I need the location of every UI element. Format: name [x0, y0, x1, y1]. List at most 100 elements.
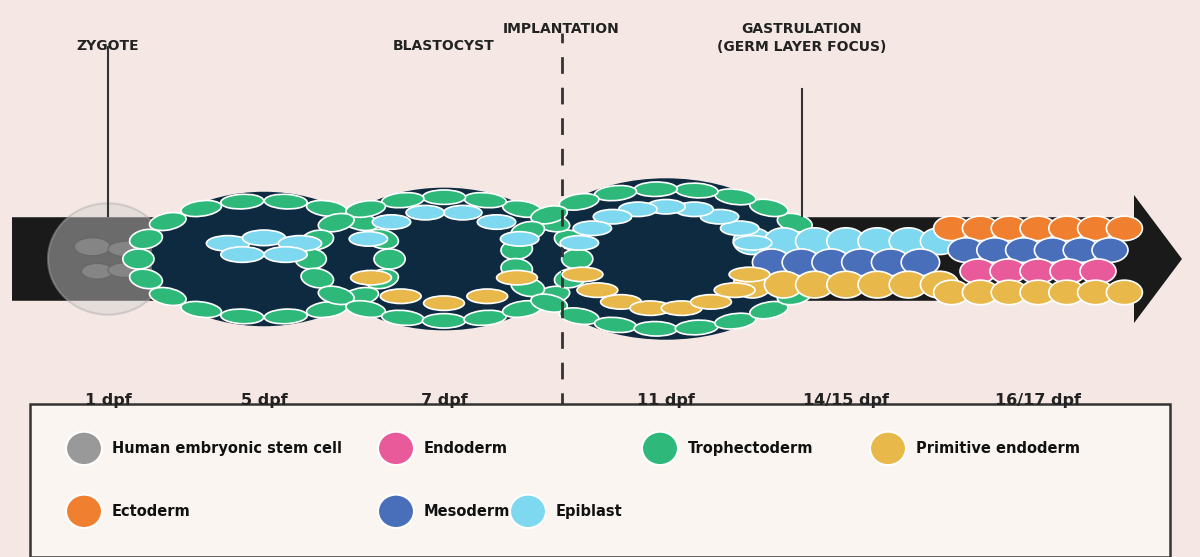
Ellipse shape — [715, 189, 756, 205]
Ellipse shape — [1106, 216, 1142, 241]
Ellipse shape — [562, 249, 593, 269]
Ellipse shape — [676, 320, 718, 335]
Ellipse shape — [82, 263, 113, 279]
Ellipse shape — [1049, 280, 1085, 305]
Text: Epiblast: Epiblast — [556, 504, 623, 519]
Text: GASTRULATION
(GERM LAYER FOCUS): GASTRULATION (GERM LAYER FOCUS) — [716, 22, 887, 53]
Ellipse shape — [593, 209, 631, 224]
Ellipse shape — [560, 236, 599, 250]
Ellipse shape — [577, 283, 618, 297]
Ellipse shape — [342, 213, 378, 231]
Text: BLASTOCYST: BLASTOCYST — [394, 39, 494, 53]
Ellipse shape — [500, 232, 539, 246]
Ellipse shape — [1020, 216, 1056, 241]
Ellipse shape — [318, 213, 354, 232]
Ellipse shape — [511, 222, 545, 241]
Ellipse shape — [221, 194, 264, 209]
Ellipse shape — [750, 199, 788, 217]
Ellipse shape — [467, 289, 508, 304]
Ellipse shape — [530, 294, 568, 312]
Ellipse shape — [901, 249, 940, 276]
Ellipse shape — [962, 280, 998, 305]
Ellipse shape — [554, 230, 587, 250]
Ellipse shape — [812, 249, 851, 276]
Text: 16/17 dpf: 16/17 dpf — [995, 393, 1081, 408]
Ellipse shape — [733, 236, 772, 250]
Ellipse shape — [406, 206, 444, 220]
Text: Ectoderm: Ectoderm — [112, 504, 191, 519]
Ellipse shape — [1006, 238, 1042, 262]
Ellipse shape — [150, 287, 186, 305]
Ellipse shape — [346, 301, 385, 317]
Ellipse shape — [1078, 280, 1114, 305]
Ellipse shape — [350, 271, 391, 285]
Ellipse shape — [858, 271, 896, 298]
Ellipse shape — [802, 249, 833, 269]
Ellipse shape — [306, 301, 347, 317]
Ellipse shape — [108, 263, 142, 277]
Ellipse shape — [500, 240, 533, 260]
Ellipse shape — [342, 287, 378, 305]
Ellipse shape — [48, 203, 168, 315]
Ellipse shape — [676, 183, 718, 198]
Ellipse shape — [991, 216, 1027, 241]
Ellipse shape — [661, 301, 702, 315]
Ellipse shape — [221, 247, 264, 262]
Ellipse shape — [66, 495, 102, 528]
Ellipse shape — [752, 249, 791, 276]
Ellipse shape — [150, 213, 186, 231]
Ellipse shape — [562, 267, 602, 282]
Text: 7 dpf: 7 dpf — [421, 393, 467, 408]
Ellipse shape — [750, 301, 788, 319]
Ellipse shape — [122, 249, 154, 269]
Ellipse shape — [691, 295, 732, 309]
Ellipse shape — [306, 201, 347, 217]
Ellipse shape — [181, 201, 222, 217]
Ellipse shape — [324, 188, 564, 330]
Ellipse shape — [796, 228, 834, 255]
Ellipse shape — [66, 432, 102, 465]
Ellipse shape — [559, 194, 599, 210]
Ellipse shape — [1080, 259, 1116, 284]
Ellipse shape — [511, 277, 545, 296]
Text: 5 dpf: 5 dpf — [241, 393, 287, 408]
Ellipse shape — [378, 495, 414, 528]
Ellipse shape — [594, 185, 636, 201]
Ellipse shape — [630, 301, 671, 315]
Ellipse shape — [1063, 238, 1099, 262]
FancyBboxPatch shape — [30, 404, 1170, 557]
Ellipse shape — [349, 232, 388, 246]
Ellipse shape — [130, 229, 162, 249]
Ellipse shape — [619, 202, 658, 217]
Ellipse shape — [264, 309, 307, 324]
Ellipse shape — [1049, 216, 1085, 241]
Ellipse shape — [1092, 238, 1128, 262]
Ellipse shape — [977, 238, 1013, 262]
Ellipse shape — [346, 201, 385, 217]
Ellipse shape — [715, 313, 756, 329]
Ellipse shape — [733, 228, 772, 255]
Ellipse shape — [382, 193, 424, 208]
Ellipse shape — [764, 228, 803, 255]
Ellipse shape — [382, 310, 424, 325]
Ellipse shape — [1034, 238, 1070, 262]
Text: Endoderm: Endoderm — [424, 441, 508, 456]
Text: Human embryonic stem cell: Human embryonic stem cell — [112, 441, 342, 456]
Ellipse shape — [378, 432, 414, 465]
Ellipse shape — [858, 228, 896, 255]
Ellipse shape — [559, 308, 599, 324]
Ellipse shape — [530, 178, 802, 340]
Ellipse shape — [366, 269, 398, 289]
Ellipse shape — [444, 206, 482, 220]
Ellipse shape — [841, 249, 880, 276]
Text: Mesoderm: Mesoderm — [424, 504, 510, 519]
Ellipse shape — [871, 249, 910, 276]
Ellipse shape — [642, 432, 678, 465]
Ellipse shape — [264, 194, 307, 209]
Ellipse shape — [782, 249, 821, 276]
Ellipse shape — [464, 310, 506, 325]
Ellipse shape — [934, 280, 970, 305]
Text: Primitive endoderm: Primitive endoderm — [916, 441, 1080, 456]
Ellipse shape — [634, 321, 677, 336]
Ellipse shape — [1020, 280, 1056, 305]
